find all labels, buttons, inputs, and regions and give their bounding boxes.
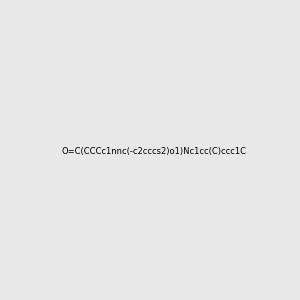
Text: O=C(CCCc1nnc(-c2cccs2)o1)Nc1cc(C)ccc1C: O=C(CCCc1nnc(-c2cccs2)o1)Nc1cc(C)ccc1C bbox=[61, 147, 246, 156]
